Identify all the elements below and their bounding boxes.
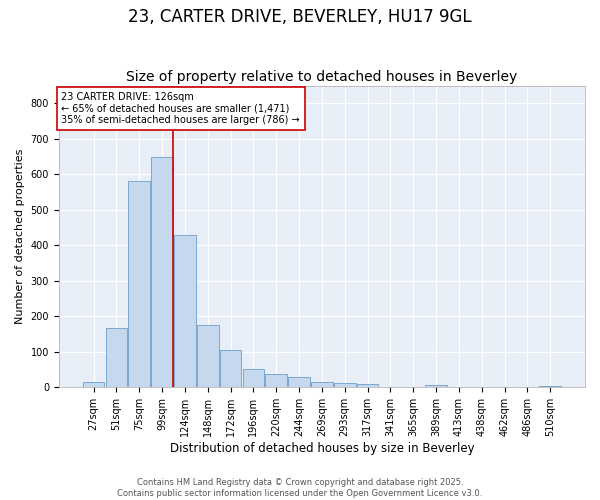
Title: Size of property relative to detached houses in Beverley: Size of property relative to detached ho… xyxy=(126,70,518,85)
Bar xyxy=(334,382,356,388)
Text: 23, CARTER DRIVE, BEVERLEY, HU17 9GL: 23, CARTER DRIVE, BEVERLEY, HU17 9GL xyxy=(128,8,472,26)
Text: Contains HM Land Registry data © Crown copyright and database right 2025.
Contai: Contains HM Land Registry data © Crown c… xyxy=(118,478,482,498)
Bar xyxy=(242,369,264,388)
Text: 23 CARTER DRIVE: 126sqm
← 65% of detached houses are smaller (1,471)
35% of semi: 23 CARTER DRIVE: 126sqm ← 65% of detache… xyxy=(61,92,300,125)
Bar xyxy=(174,234,196,388)
Bar xyxy=(288,376,310,388)
Bar xyxy=(106,328,127,388)
Y-axis label: Number of detached properties: Number of detached properties xyxy=(15,149,25,324)
X-axis label: Distribution of detached houses by size in Beverley: Distribution of detached houses by size … xyxy=(170,442,474,455)
Bar xyxy=(425,385,447,388)
Bar xyxy=(128,182,150,388)
Bar xyxy=(220,350,241,388)
Bar xyxy=(311,382,333,388)
Bar xyxy=(357,384,379,388)
Bar xyxy=(83,382,104,388)
Bar xyxy=(265,374,287,388)
Bar xyxy=(151,158,173,388)
Bar xyxy=(539,386,561,388)
Bar xyxy=(197,325,218,388)
